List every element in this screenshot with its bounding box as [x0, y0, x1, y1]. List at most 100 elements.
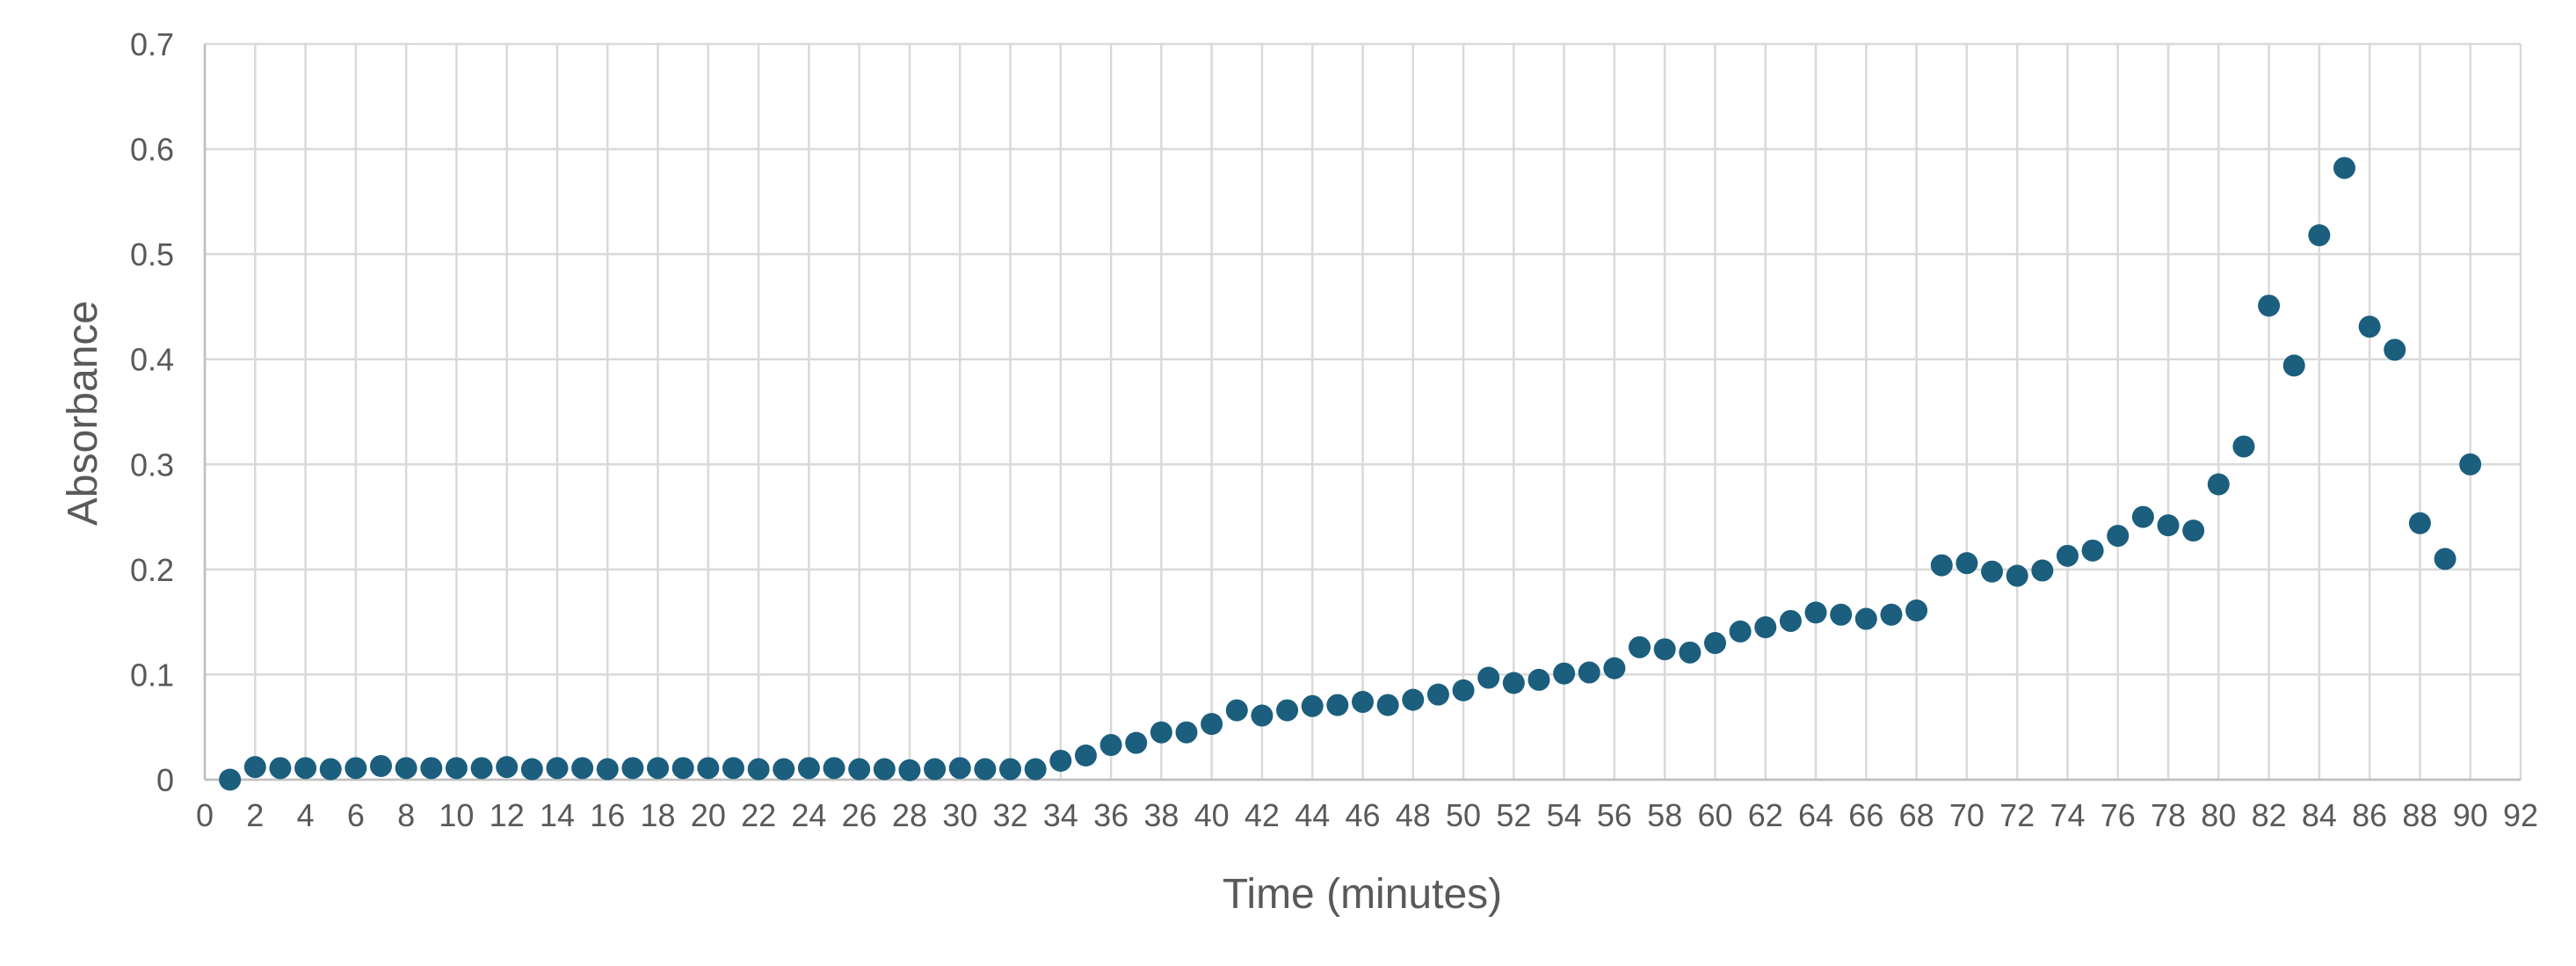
x-tick-label: 34	[1043, 797, 1078, 833]
data-point	[1352, 691, 1374, 714]
x-tick-label: 30	[942, 797, 977, 833]
data-point	[2232, 435, 2255, 458]
x-tick-label: 88	[2402, 797, 2437, 833]
x-tick-label: 24	[791, 797, 826, 833]
y-tick-label: 0.1	[130, 657, 174, 693]
data-point	[2131, 505, 2154, 528]
data-point	[2056, 544, 2079, 567]
x-tick-label: 22	[741, 797, 776, 833]
x-tick-label: 40	[1194, 797, 1230, 833]
x-tick-label: 64	[1798, 797, 1833, 833]
data-point	[1024, 758, 1047, 781]
data-point	[470, 757, 493, 780]
x-tick-label: 68	[1899, 797, 1934, 833]
data-point	[2006, 564, 2028, 587]
data-point	[1854, 607, 1877, 630]
x-axis-title: Time (minutes)	[1223, 871, 1502, 918]
data-point	[219, 768, 242, 791]
data-point	[345, 757, 367, 780]
data-points	[219, 156, 2482, 791]
data-point	[2459, 453, 2482, 476]
y-tick-label: 0.3	[130, 447, 174, 483]
x-tick-label: 14	[540, 797, 575, 833]
data-point	[546, 757, 569, 780]
data-point	[924, 758, 947, 781]
x-tick-label: 72	[1999, 797, 2035, 833]
data-point	[1729, 620, 1752, 643]
data-point	[243, 756, 266, 779]
data-point	[1754, 616, 1777, 639]
y-tick-label: 0.4	[130, 342, 174, 378]
x-tick-label: 52	[1496, 797, 1531, 833]
x-tick-label: 10	[439, 797, 474, 833]
y-tick-label: 0.7	[130, 26, 174, 62]
data-point	[873, 758, 896, 781]
x-tick-label: 20	[691, 797, 726, 833]
data-point	[1150, 721, 1172, 744]
data-point	[520, 758, 543, 781]
x-tick-label: 62	[1748, 797, 1783, 833]
x-tick-label: 26	[842, 797, 877, 833]
x-tick-label: 58	[1647, 797, 1682, 833]
data-point	[1125, 731, 1148, 754]
x-tick-label: 4	[297, 797, 315, 833]
x-tick-label: 82	[2252, 797, 2287, 833]
data-point	[1930, 554, 1953, 577]
x-tick-label: 18	[641, 797, 676, 833]
data-point	[1956, 552, 1978, 575]
data-point	[1301, 694, 1324, 717]
data-point	[1502, 672, 1525, 694]
x-tick-label: 16	[590, 797, 625, 833]
data-point	[1603, 657, 1626, 679]
data-point	[1880, 603, 1903, 626]
data-point	[898, 759, 921, 781]
data-point	[1905, 599, 1928, 621]
y-axis-title: Absorbance	[60, 301, 106, 526]
tick-labels: 0 2 4 6 8 10 12 14 16 18 20 22 24 26 28 30 32 34 36 38 40 42 4…	[130, 26, 2538, 833]
x-tick-label: 38	[1143, 797, 1179, 833]
x-tick-label: 6	[347, 797, 365, 833]
data-point	[2384, 338, 2406, 361]
data-point	[2408, 512, 2431, 534]
data-point	[1099, 734, 1122, 757]
data-point	[948, 757, 971, 780]
data-point	[621, 757, 644, 780]
y-tick-label: 0	[156, 762, 174, 798]
x-tick-label: 48	[1396, 797, 1431, 833]
data-point	[445, 757, 468, 780]
data-point	[1175, 721, 1198, 744]
x-tick-label: 78	[2151, 797, 2186, 833]
data-point	[697, 757, 720, 780]
data-point	[2081, 539, 2104, 562]
data-point	[2182, 519, 2205, 542]
data-point	[269, 757, 292, 780]
data-point	[1629, 636, 1651, 658]
x-tick-label: 56	[1597, 797, 1632, 833]
data-point	[1074, 744, 1097, 766]
data-point	[319, 758, 342, 781]
x-tick-label: 66	[1848, 797, 1883, 833]
y-tick-label: 0.2	[130, 552, 174, 588]
data-point	[823, 757, 845, 780]
data-point	[2333, 156, 2356, 179]
data-point	[797, 757, 820, 780]
data-point	[848, 758, 871, 781]
data-point	[2107, 525, 2130, 548]
x-tick-label: 2	[246, 797, 264, 833]
data-point	[1553, 662, 1576, 685]
x-tick-label: 74	[2050, 797, 2085, 833]
data-point	[1225, 699, 1248, 722]
x-tick-label: 60	[1697, 797, 1732, 833]
x-tick-label: 92	[2503, 797, 2538, 833]
x-tick-label: 84	[2302, 797, 2337, 833]
x-tick-label: 70	[1949, 797, 1985, 833]
y-tick-label: 0.6	[130, 132, 174, 168]
data-point	[1703, 632, 1726, 655]
data-point	[747, 758, 770, 781]
data-point	[999, 758, 1022, 781]
data-point	[1679, 641, 1702, 664]
data-point	[496, 756, 519, 779]
grid	[203, 42, 2522, 781]
x-tick-label: 28	[892, 797, 927, 833]
